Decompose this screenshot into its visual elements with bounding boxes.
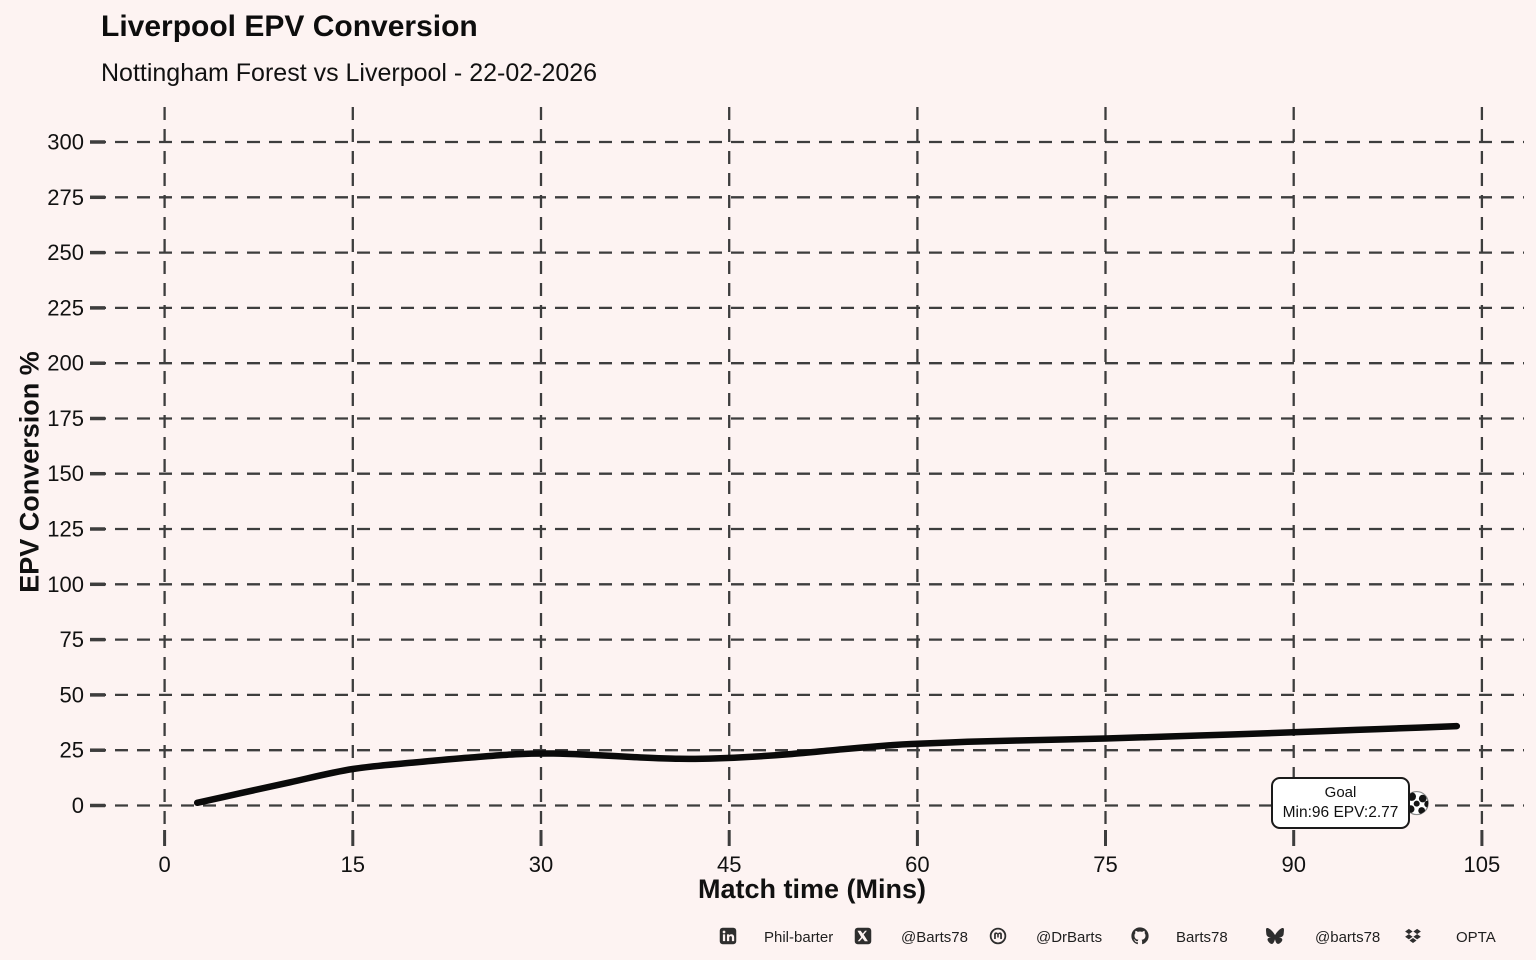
github-icon — [1131, 927, 1149, 945]
y-tick-label: 100 — [47, 572, 84, 597]
y-tick-label: 250 — [47, 240, 84, 265]
goal-annotation-title: Goal — [1324, 784, 1357, 801]
x-axis-label: Match time (Mins) — [697, 874, 927, 904]
x-tick-label: 105 — [1464, 852, 1501, 877]
chart-title: Liverpool EPV Conversion — [101, 10, 478, 43]
y-tick-label: 125 — [47, 517, 84, 542]
chart-subtitle: Nottingham Forest vs Liverpool - 22-02-2… — [101, 59, 598, 87]
x-tick-label: 30 — [529, 852, 553, 877]
y-tick-label: 275 — [47, 185, 84, 210]
y-tick-label: 150 — [47, 461, 84, 486]
footer-label-github: Barts78 — [1176, 929, 1228, 946]
y-tick-label: 50 — [60, 682, 84, 707]
goal-annotation: Goal Min:96 EPV:2.77 — [1271, 777, 1410, 829]
x-tick-label: 60 — [905, 852, 929, 877]
bluesky-icon — [1266, 927, 1286, 945]
epv-conversion-line — [193, 722, 1461, 807]
footer-label-mastodon: @DrBarts — [1036, 929, 1103, 946]
x-tick-label: 75 — [1093, 852, 1117, 877]
footer-label-bluesky: @barts78 — [1315, 929, 1381, 946]
dropbox-icon — [1404, 927, 1422, 945]
footer-label-x: @Barts78 — [901, 929, 968, 946]
x-tick-label: 0 — [158, 852, 170, 877]
y-tick-label: 300 — [47, 130, 84, 155]
y-tick-label: 200 — [47, 351, 84, 376]
soccer-ball-icon — [1404, 790, 1429, 816]
linkedin-icon — [719, 927, 737, 945]
y-tick-label: 25 — [60, 738, 84, 763]
y-tick-label: 175 — [47, 406, 84, 431]
goal-annotation-detail: Min:96 EPV:2.77 — [1282, 804, 1399, 821]
x-twitter-icon — [854, 927, 872, 945]
x-tick-label: 90 — [1281, 852, 1305, 877]
y-tick-label: 0 — [72, 793, 84, 818]
footer-label-linkedin: Phil-barter — [764, 929, 834, 946]
x-tick-label: 45 — [717, 852, 741, 877]
y-tick-label: 225 — [47, 295, 84, 320]
mastodon-icon — [989, 927, 1007, 945]
y-tick-label: 75 — [60, 627, 84, 652]
footer-label-opta: OPTA — [1456, 929, 1496, 946]
x-tick-label: 15 — [341, 852, 365, 877]
